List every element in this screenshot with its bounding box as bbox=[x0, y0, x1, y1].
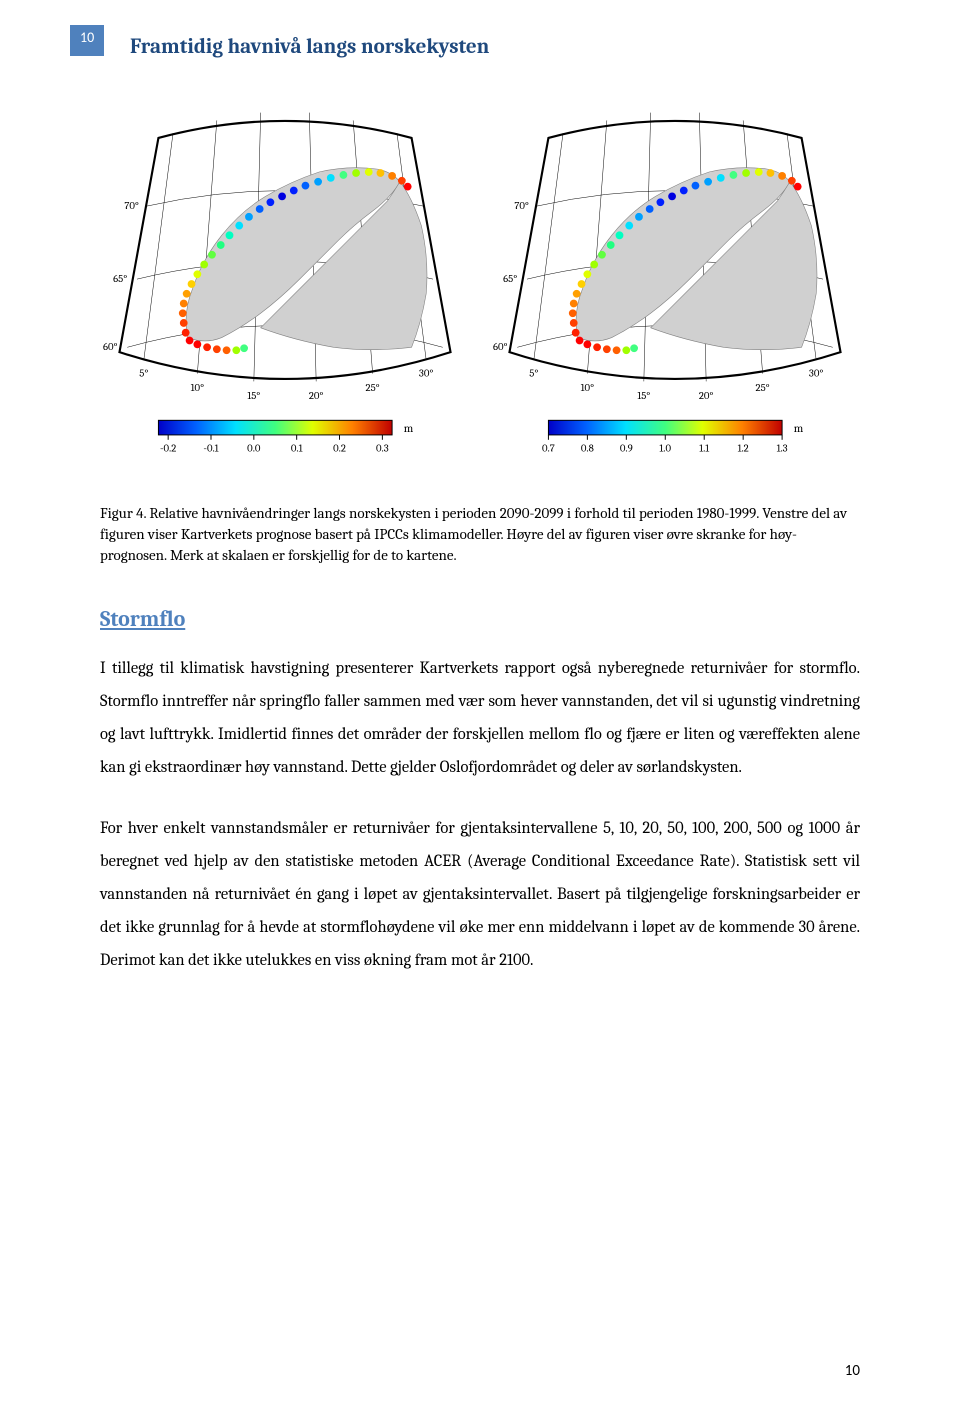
colorbar-tick: 0.7 bbox=[542, 441, 555, 454]
document-header-title: Framtidig havnivå langs norskekysten bbox=[130, 35, 860, 59]
lon-tick-label: 10° bbox=[581, 381, 594, 394]
figure-map-row: 70° 65° 60° 5° 10° 15° 20° 25° 30° bbox=[100, 99, 860, 473]
lat-tick-label: 65° bbox=[113, 272, 127, 285]
page-container: 10 Framtidig havnivå langs norskekysten bbox=[0, 0, 960, 1405]
lon-tick-label: 20° bbox=[309, 389, 324, 402]
colorbar-tick: 0.0 bbox=[247, 441, 261, 454]
colorbar-left: m -0.2 -0.1 0.0 0.1 0.2 0.3 bbox=[158, 420, 413, 454]
colorbar-unit: m bbox=[794, 421, 804, 435]
colorbar-tick: 0.9 bbox=[620, 441, 633, 454]
colorbar-tick: 1.1 bbox=[699, 441, 709, 454]
colorbar-tick: -0.2 bbox=[160, 441, 176, 454]
lon-tick-label: 25° bbox=[366, 381, 380, 394]
lon-tick-label: 30° bbox=[809, 367, 823, 380]
colorbar-tick: 0.3 bbox=[376, 441, 389, 454]
lat-tick-label: 60° bbox=[103, 340, 118, 353]
body-paragraph-2: For hver enkelt vannstandsmåler er retur… bbox=[100, 812, 860, 977]
lon-tick-label: 5° bbox=[139, 367, 148, 380]
colorbar-tick: -0.1 bbox=[203, 441, 218, 454]
colorbar-tick: 0.1 bbox=[291, 441, 303, 454]
lon-tick-label: 15° bbox=[637, 389, 650, 402]
footer-page-number: 10 bbox=[845, 1362, 860, 1380]
lat-tick-label: 70° bbox=[124, 199, 139, 212]
lon-tick-label: 30° bbox=[419, 367, 433, 380]
map-svg-left: 70° 65° 60° 5° 10° 15° 20° 25° 30° bbox=[100, 99, 470, 469]
figure-caption: Figur 4. Relative havnivåendringer langs… bbox=[100, 503, 860, 566]
lon-tick-label: 5° bbox=[529, 367, 538, 380]
section-heading-stormflo: Stormflo bbox=[100, 606, 860, 632]
colorbar-unit: m bbox=[404, 421, 414, 435]
lat-tick-label: 65° bbox=[503, 272, 517, 285]
colorbar-tick: 0.2 bbox=[333, 441, 346, 454]
lat-tick-label: 70° bbox=[514, 199, 529, 212]
colorbar-tick: 0.8 bbox=[581, 441, 594, 454]
page-number-tab: 10 bbox=[70, 25, 104, 56]
colorbar-tick: 1.3 bbox=[777, 441, 788, 454]
body-paragraph-1: I tillegg til klimatisk havstigning pres… bbox=[100, 652, 860, 784]
map-svg-right: 70° 65° 60° 5° 10° 15° 20° 25° 30° bbox=[490, 99, 860, 469]
lon-tick-label: 25° bbox=[756, 381, 770, 394]
lon-tick-label: 10° bbox=[191, 381, 204, 394]
colorbar-right: m 0.7 0.8 0.9 1.0 1.1 1.2 1.3 bbox=[542, 420, 804, 454]
lon-tick-label: 15° bbox=[247, 389, 260, 402]
map-panel-right: 70° 65° 60° 5° 10° 15° 20° 25° 30° bbox=[490, 99, 860, 473]
colorbar-tick: 1.0 bbox=[659, 441, 671, 454]
map-panel-left: 70° 65° 60° 5° 10° 15° 20° 25° 30° bbox=[100, 99, 470, 473]
lat-tick-label: 60° bbox=[493, 340, 508, 353]
colorbar-tick: 1.2 bbox=[738, 441, 749, 454]
lon-tick-label: 20° bbox=[699, 389, 714, 402]
